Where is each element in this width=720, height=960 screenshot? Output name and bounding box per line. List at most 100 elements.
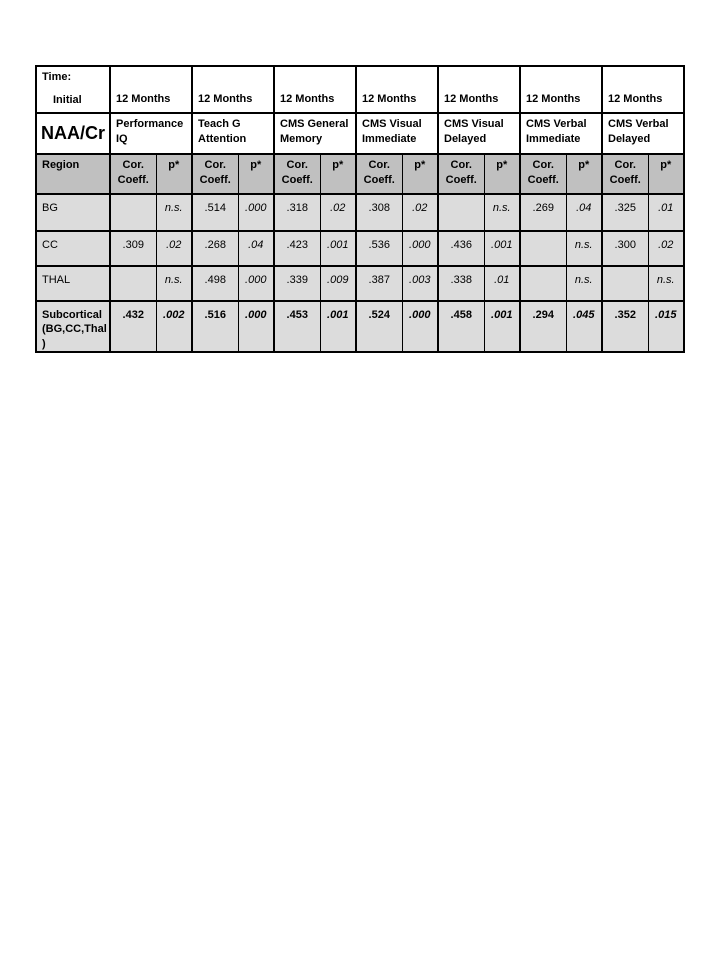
correlation-table: Time: Initial 12 Months 12 Months 12 Months 1… bbox=[35, 65, 685, 353]
region-cell: THAL bbox=[35, 265, 111, 302]
p-value-cell: .01 bbox=[483, 265, 521, 302]
p-value-cell: .02 bbox=[319, 193, 357, 232]
cor-coeff-value-cell: .269 bbox=[519, 193, 567, 232]
p-value-cell: .015 bbox=[647, 300, 685, 353]
cor-coeff-value-cell bbox=[519, 230, 567, 267]
p-value-cell: .045 bbox=[565, 300, 603, 353]
time-label: Time: bbox=[42, 71, 72, 83]
p-value-cell: n.s. bbox=[483, 193, 521, 232]
table-row: THAL n.s. .498.000.339.009.387.003.338.01 n… bbox=[35, 265, 685, 302]
p-value-cell: .001 bbox=[319, 300, 357, 353]
cor-coeff-value-cell: .436 bbox=[437, 230, 485, 267]
p-value-cell: .000 bbox=[401, 230, 439, 267]
cor-coeff-value-cell: .268 bbox=[191, 230, 239, 267]
months-cell: 12 Months bbox=[437, 65, 521, 114]
cor-coeff-value-cell bbox=[601, 265, 649, 302]
p-value-cell: n.s. bbox=[565, 230, 603, 267]
p-value-cell: .003 bbox=[401, 265, 439, 302]
cor-coeff-value-cell: .453 bbox=[273, 300, 321, 353]
cor-coeff-value-cell: .318 bbox=[273, 193, 321, 232]
p-value-cell: .02 bbox=[155, 230, 193, 267]
cor-coeff-value-cell: .514 bbox=[191, 193, 239, 232]
p-value-cell: .04 bbox=[565, 193, 603, 232]
table-body: Time: Initial 12 Months 12 Months 12 Months 1… bbox=[35, 65, 685, 353]
cor-coeff-value-cell: .339 bbox=[273, 265, 321, 302]
region-label: CC bbox=[42, 239, 58, 251]
p-value-cell: .01 bbox=[647, 193, 685, 232]
time-row: Time: Initial 12 Months 12 Months 12 Months 1… bbox=[35, 65, 685, 114]
cor-coeff-value-cell: .352 bbox=[601, 300, 649, 353]
cor-coeff-header-cell: Cor. Coeff. bbox=[437, 153, 485, 195]
cor-coeff-value-cell bbox=[109, 193, 157, 232]
p-value-cell: .02 bbox=[647, 230, 685, 267]
p-value-cell: n.s. bbox=[155, 193, 193, 232]
cor-coeff-value-cell: .516 bbox=[191, 300, 239, 353]
p-value-cell: .000 bbox=[401, 300, 439, 353]
p-value-cell: .02 bbox=[401, 193, 439, 232]
p-header-cell: p* bbox=[647, 153, 685, 195]
table-container: Time: Initial 12 Months 12 Months 12 Months 1… bbox=[35, 65, 685, 353]
cor-coeff-value-cell bbox=[519, 265, 567, 302]
cor-coeff-value-cell: .458 bbox=[437, 300, 485, 353]
months-cell: 12 Months bbox=[273, 65, 357, 114]
group-header-cell: CMS Verbal Immediate bbox=[519, 112, 603, 155]
p-value-cell: .000 bbox=[237, 300, 275, 353]
table-row: BG n.s. .514.000.318.02.308.02 n.s. .269.04.… bbox=[35, 193, 685, 232]
measure-row: NAA/Cr Performance IQ Teach G Attention CMS… bbox=[35, 112, 685, 155]
p-header-cell: p* bbox=[237, 153, 275, 195]
group-header-cell: CMS General Memory bbox=[273, 112, 357, 155]
cor-coeff-value-cell: .308 bbox=[355, 193, 403, 232]
column-header-row: Region Cor. Coeff. p* Cor. Coeff. p* Cor. Coe… bbox=[35, 153, 685, 195]
region-cell: Subcortical (BG,CC,Thal) bbox=[35, 300, 111, 353]
table-row: CC .309.02.268.04.423.001.536.000.436.001… bbox=[35, 230, 685, 267]
months-cell: 12 Months bbox=[191, 65, 275, 114]
region-cell: BG bbox=[35, 193, 111, 232]
region-label: BG bbox=[42, 202, 58, 214]
cor-coeff-value-cell bbox=[109, 265, 157, 302]
cor-coeff-value-cell: .387 bbox=[355, 265, 403, 302]
p-value-cell: .001 bbox=[483, 230, 521, 267]
group-header-cell: CMS Verbal Delayed bbox=[601, 112, 685, 155]
ratio-label-cell: NAA/Cr bbox=[35, 112, 111, 155]
p-value-cell: n.s. bbox=[647, 265, 685, 302]
p-value-cell: .001 bbox=[319, 230, 357, 267]
region-label: Subcortical bbox=[42, 309, 102, 321]
table-row: Subcortical (BG,CC,Thal) .432.002.516.000.… bbox=[35, 300, 685, 353]
cor-coeff-value-cell: .325 bbox=[601, 193, 649, 232]
cor-coeff-value-cell: .423 bbox=[273, 230, 321, 267]
p-value-cell: .002 bbox=[155, 300, 193, 353]
cor-coeff-header-cell: Cor. Coeff. bbox=[273, 153, 321, 195]
time-cell: Time: Initial bbox=[35, 65, 111, 114]
cor-coeff-header-cell: Cor. Coeff. bbox=[191, 153, 239, 195]
cor-coeff-value-cell: .536 bbox=[355, 230, 403, 267]
cor-coeff-value-cell: .294 bbox=[519, 300, 567, 353]
cor-coeff-header-cell: Cor. Coeff. bbox=[601, 153, 649, 195]
p-header-cell: p* bbox=[401, 153, 439, 195]
time-initial-label: Initial bbox=[53, 93, 82, 106]
region-header-cell: Region bbox=[35, 153, 111, 195]
cor-coeff-value-cell: .338 bbox=[437, 265, 485, 302]
cor-coeff-header-cell: Cor. Coeff. bbox=[519, 153, 567, 195]
p-value-cell: .001 bbox=[483, 300, 521, 353]
cor-coeff-value-cell: .498 bbox=[191, 265, 239, 302]
cor-coeff-value-cell: .309 bbox=[109, 230, 157, 267]
months-cell: 12 Months bbox=[109, 65, 193, 114]
group-header-cell: CMS Visual Delayed bbox=[437, 112, 521, 155]
p-value-cell: .04 bbox=[237, 230, 275, 267]
months-cell: 12 Months bbox=[519, 65, 603, 114]
group-header-cell: Performance IQ bbox=[109, 112, 193, 155]
region-cell: CC bbox=[35, 230, 111, 267]
cor-coeff-value-cell: .524 bbox=[355, 300, 403, 353]
group-header-cell: CMS Visual Immediate bbox=[355, 112, 439, 155]
p-header-cell: p* bbox=[483, 153, 521, 195]
p-value-cell: .009 bbox=[319, 265, 357, 302]
p-value-cell: .000 bbox=[237, 265, 275, 302]
p-header-cell: p* bbox=[155, 153, 193, 195]
cor-coeff-header-cell: Cor. Coeff. bbox=[355, 153, 403, 195]
p-value-cell: n.s. bbox=[565, 265, 603, 302]
p-header-cell: p* bbox=[565, 153, 603, 195]
p-value-cell: .000 bbox=[237, 193, 275, 232]
group-header-cell: Teach G Attention bbox=[191, 112, 275, 155]
p-value-cell: n.s. bbox=[155, 265, 193, 302]
